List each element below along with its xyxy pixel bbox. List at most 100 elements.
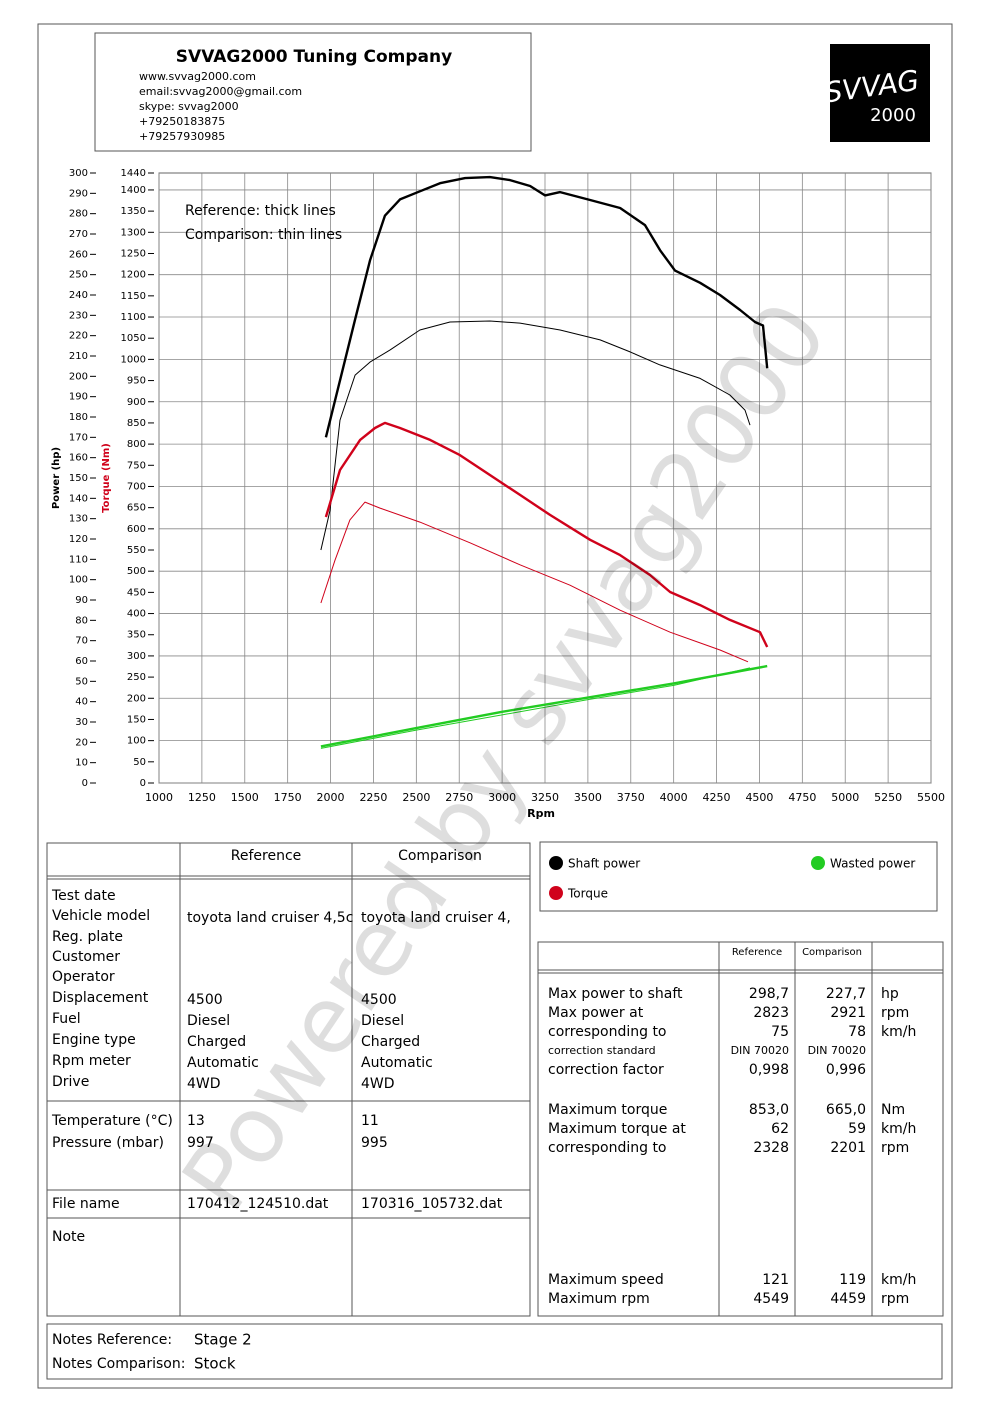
spec-comparison: 4500 <box>361 992 397 1008</box>
spec-reference: Diesel <box>187 1013 230 1029</box>
line-reference <box>320 664 768 748</box>
y2-axis-label: Torque (Nm) <box>101 443 112 513</box>
line-reference <box>324 421 769 648</box>
result-reference: 4549 <box>753 1291 789 1307</box>
y2-tick-label: 1150 <box>121 291 146 302</box>
annotation: Reference: thick lines <box>185 203 336 219</box>
spec-reference: Charged <box>187 1034 246 1050</box>
result-label: corresponding to <box>548 1140 667 1156</box>
line-comparison <box>320 320 751 551</box>
y2-tick-label: 1440 <box>121 168 146 179</box>
result-comparison: 59 <box>848 1121 866 1137</box>
y-tick-label: 260 <box>69 249 88 260</box>
spec-reference: 13 <box>187 1113 205 1129</box>
legend-label: Wasted power <box>830 857 915 871</box>
result-comparison: 227,7 <box>826 986 866 1002</box>
note-value: Stage 2 <box>194 1331 252 1349</box>
y2-tick-label: 800 <box>127 439 146 450</box>
result-unit: hp <box>881 986 899 1002</box>
spec-label: Reg. plate <box>52 929 123 945</box>
spec-reference: 4500 <box>187 992 223 1008</box>
y-tick-label: 60 <box>75 656 88 667</box>
y2-tick-label: 200 <box>127 693 146 704</box>
specs-table <box>46 842 531 1317</box>
y-tick-label: 300 <box>69 168 88 179</box>
spec-comparison: 11 <box>361 1113 379 1129</box>
legend-label: Shaft power <box>568 857 640 871</box>
result-reference: 298,7 <box>749 986 789 1002</box>
x-tick-label: 3500 <box>574 791 602 804</box>
spec-comparison: 4WD <box>361 1076 395 1092</box>
x-tick-label: 1750 <box>274 791 302 804</box>
x-tick-label: 2000 <box>317 791 345 804</box>
line-comparison <box>320 667 751 749</box>
column-header: Reference <box>231 848 302 864</box>
y2-tick-label: 350 <box>127 630 146 641</box>
spec-label: Test date <box>51 888 116 904</box>
y-tick-label: 220 <box>69 331 88 342</box>
y2-tick-label: 450 <box>127 587 146 598</box>
spec-reference: 170412_124510.dat <box>187 1196 329 1212</box>
legend-swatch <box>549 856 563 870</box>
line-comparison <box>320 501 749 663</box>
x-tick-label: 4000 <box>660 791 688 804</box>
y2-tick-label: 700 <box>127 481 146 492</box>
spec-label: File name <box>52 1196 120 1212</box>
y-tick-label: 10 <box>75 758 88 769</box>
y2-tick-label: 550 <box>127 545 146 556</box>
y2-tick-label: 100 <box>127 736 146 747</box>
result-reference: 62 <box>771 1121 789 1137</box>
contact-line: www.svvag2000.com <box>139 70 256 83</box>
y2-tick-label: 1400 <box>121 185 146 196</box>
y-tick-label: 160 <box>69 453 88 464</box>
spec-label: Operator <box>52 969 115 985</box>
y2-tick-label: 750 <box>127 460 146 471</box>
column-header: Comparison <box>802 947 862 958</box>
y2-tick-label: 1050 <box>121 333 146 344</box>
x-tick-label: 3000 <box>488 791 516 804</box>
y-tick-label: 140 <box>69 493 88 504</box>
result-reference: 0,998 <box>749 1062 789 1078</box>
result-unit: rpm <box>881 1291 909 1307</box>
header-box <box>94 32 532 152</box>
y2-tick-label: 0 <box>140 778 146 789</box>
column-header: Comparison <box>398 848 482 864</box>
result-unit: km/h <box>881 1121 916 1137</box>
contact-line: skype: svvag2000 <box>139 100 239 113</box>
result-comparison: 665,0 <box>826 1102 866 1118</box>
spec-label: Drive <box>52 1074 89 1090</box>
y2-tick-label: 950 <box>127 376 146 387</box>
y2-tick-label: 850 <box>127 418 146 429</box>
company-title: SVVAG2000 Tuning Company <box>176 47 452 67</box>
notes-box <box>46 1323 943 1380</box>
spec-label: Pressure (mbar) <box>52 1135 164 1151</box>
result-unit: rpm <box>881 1005 909 1021</box>
result-label: correction standard <box>548 1044 656 1057</box>
page-border <box>37 23 953 1389</box>
y-tick-label: 250 <box>69 270 88 281</box>
spec-label: Note <box>52 1229 85 1245</box>
x-tick-label: 2750 <box>445 791 473 804</box>
result-label: Maximum torque at <box>548 1121 686 1137</box>
contact-line: email:svvag2000@gmail.com <box>139 85 302 98</box>
spec-label: Temperature (°C) <box>51 1113 173 1129</box>
legend-label: Torque <box>567 887 608 901</box>
y-tick-label: 290 <box>69 188 88 199</box>
spec-reference: toyota land cruiser 4,5c <box>187 910 353 926</box>
spec-reference: 997 <box>187 1135 214 1151</box>
result-reference: 2328 <box>753 1140 789 1156</box>
x-tick-label: 4250 <box>703 791 731 804</box>
x-tick-label: 5000 <box>831 791 859 804</box>
x-tick-label: 4500 <box>745 791 773 804</box>
result-reference: 121 <box>762 1272 789 1288</box>
result-reference: DIN 70020 <box>731 1044 789 1057</box>
y2-tick-label: 1250 <box>121 248 146 259</box>
spec-comparison: 170316_105732.dat <box>361 1196 503 1212</box>
result-label: Max power at <box>548 1005 644 1021</box>
spec-reference: Automatic <box>187 1055 259 1071</box>
x-tick-label: 5500 <box>917 791 945 804</box>
result-unit: km/h <box>881 1272 916 1288</box>
result-label: Maximum torque <box>548 1102 667 1118</box>
